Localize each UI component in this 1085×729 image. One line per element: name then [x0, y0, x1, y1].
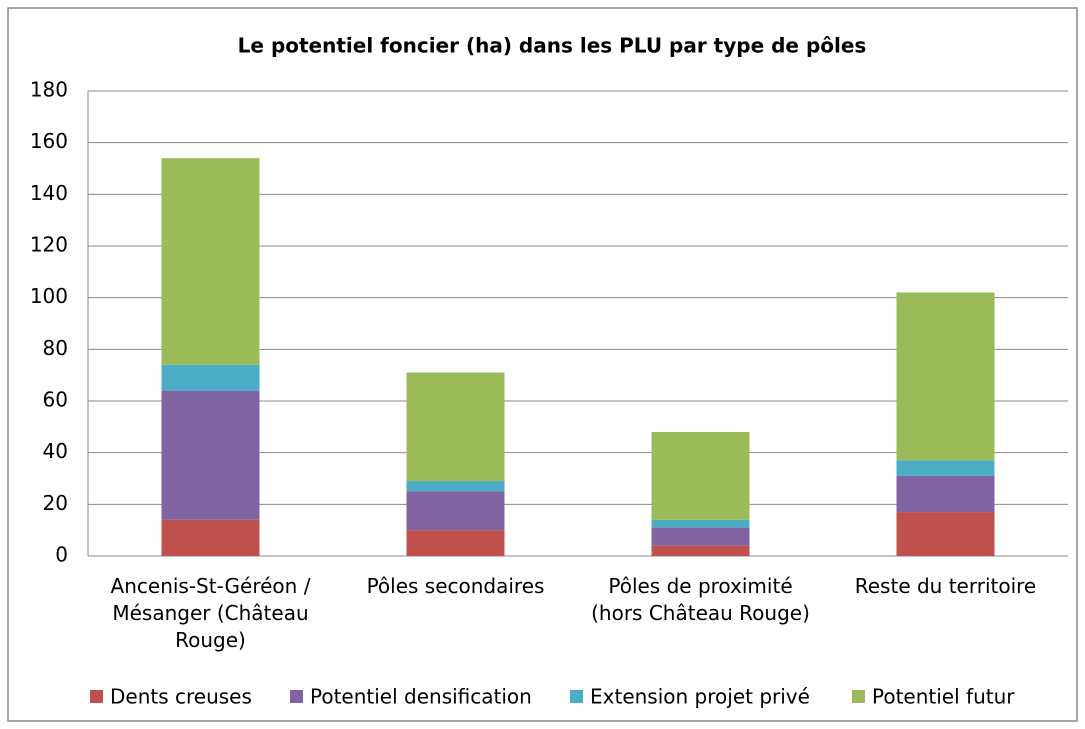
legend-label: Potentiel densification: [310, 685, 532, 709]
legend-swatch: [852, 690, 865, 703]
bar-segment: [896, 475, 995, 513]
bar-segment: [161, 519, 260, 556]
bar-segment: [406, 491, 505, 531]
bar-segment: [651, 432, 750, 520]
x-tick-label: Reste du territoire: [854, 574, 1037, 598]
bar-segment: [651, 519, 750, 528]
bar-segment: [406, 372, 505, 482]
x-tick-label: Pôles de proximité (hors Château Rouge): [591, 574, 810, 625]
y-tick-label: 60: [43, 388, 68, 412]
bar-segment: [896, 512, 995, 556]
bar-segment: [161, 390, 260, 520]
y-tick-label: 140: [30, 181, 68, 205]
y-tick-label: 20: [43, 491, 68, 515]
legend-swatch: [290, 690, 303, 703]
bar-segment: [651, 527, 750, 546]
legend-swatch: [570, 690, 583, 703]
bar-segment: [896, 460, 995, 476]
bar-segment: [406, 481, 505, 492]
bar-segment: [651, 545, 750, 556]
bar-segment: [406, 530, 505, 556]
legend-label: Dents creuses: [110, 685, 252, 709]
y-tick-label: 0: [55, 543, 68, 567]
legend-label: Extension projet privé: [590, 685, 810, 709]
y-tick-label: 180: [30, 78, 68, 102]
y-tick-label: 120: [30, 233, 68, 257]
bar-segment: [161, 158, 260, 365]
y-tick-label: 100: [30, 284, 68, 308]
bar-segment: [896, 292, 995, 461]
y-tick-label: 80: [43, 336, 68, 360]
y-tick-label: 160: [30, 129, 68, 153]
bar-segment: [161, 364, 260, 391]
x-tick-label: Pôles secondaires: [366, 574, 545, 598]
legend-swatch: [90, 690, 103, 703]
chart-title: Le potentiel foncier (ha) dans les PLU p…: [238, 34, 867, 58]
x-tick-label: Ancenis-St-Géréon / Mésanger (Château Ro…: [110, 574, 311, 652]
y-tick-label: 40: [43, 439, 68, 463]
legend-label: Potentiel futur: [872, 685, 1015, 709]
